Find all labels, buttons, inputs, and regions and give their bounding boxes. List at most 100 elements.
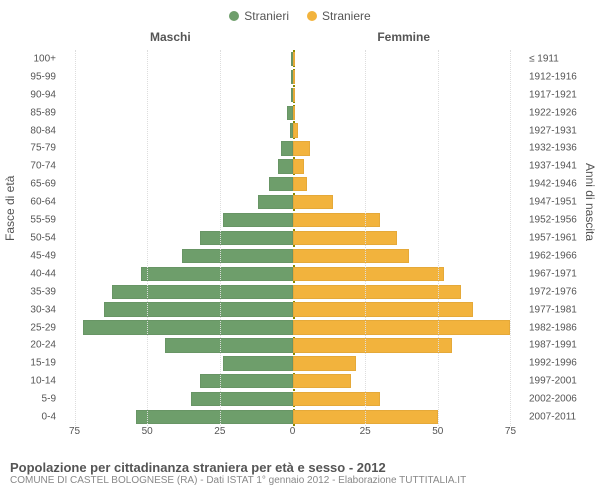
- legend-item-male: Stranieri: [229, 6, 289, 26]
- bar-male: [165, 338, 293, 352]
- pyramid-row: 90-941917-1921: [60, 86, 525, 104]
- pyramid-row: 75-791932-1936: [60, 140, 525, 158]
- caption-sub: COMUNE DI CASTEL BOLOGNESE (RA) - Dati I…: [10, 475, 590, 486]
- pyramid-row: 20-241987-1991: [60, 337, 525, 355]
- x-tick: 0: [290, 426, 296, 437]
- age-label: 85-89: [6, 107, 60, 118]
- x-tick: 25: [360, 426, 371, 437]
- bar-female: [293, 374, 351, 388]
- age-label: 65-69: [6, 179, 60, 190]
- age-label: 70-74: [6, 161, 60, 172]
- bar-female: [293, 302, 473, 316]
- pyramid-row: 25-291982-1986: [60, 319, 525, 337]
- legend: Stranieri Straniere: [0, 0, 600, 26]
- bar-female: [293, 356, 357, 370]
- col-title-male: Maschi: [150, 30, 191, 44]
- birth-year-label: 1947-1951: [525, 197, 593, 208]
- population-pyramid: Maschi Femmine Fasce di età Anni di nasc…: [0, 26, 600, 456]
- age-label: 10-14: [6, 376, 60, 387]
- pyramid-row: 0-42007-2011: [60, 408, 525, 426]
- age-label: 100+: [6, 53, 60, 64]
- age-label: 5-9: [6, 394, 60, 405]
- age-label: 0-4: [6, 412, 60, 423]
- birth-year-label: ≤ 1911: [525, 53, 593, 64]
- pyramid-row: 5-92002-2006: [60, 390, 525, 408]
- bar-female: [293, 249, 409, 263]
- x-ticks: 7550250255075: [60, 426, 525, 444]
- pyramid-row: 80-841927-1931: [60, 122, 525, 140]
- swatch-male: [229, 11, 239, 21]
- bar-female: [293, 159, 305, 173]
- age-label: 80-84: [6, 125, 60, 136]
- bar-male: [223, 356, 293, 370]
- pyramid-row: 15-191992-1996: [60, 354, 525, 372]
- bar-female: [293, 320, 511, 334]
- x-tick: 75: [69, 426, 80, 437]
- age-label: 60-64: [6, 197, 60, 208]
- legend-label-female: Straniere: [322, 9, 371, 23]
- swatch-female: [307, 11, 317, 21]
- pyramid-row: 45-491962-1966: [60, 247, 525, 265]
- pyramid-row: 60-641947-1951: [60, 193, 525, 211]
- birth-year-label: 2002-2006: [525, 394, 593, 405]
- bar-male: [191, 392, 293, 406]
- pyramid-row: 100+≤ 1911: [60, 50, 525, 68]
- age-label: 20-24: [6, 340, 60, 351]
- age-label: 15-19: [6, 358, 60, 369]
- pyramid-row: 85-891922-1926: [60, 104, 525, 122]
- age-label: 75-79: [6, 143, 60, 154]
- bar-male: [200, 374, 293, 388]
- pyramid-row: 95-991912-1916: [60, 68, 525, 86]
- bar-male: [83, 320, 292, 334]
- bar-female: [293, 213, 380, 227]
- bar-female: [293, 267, 444, 281]
- bar-female: [293, 285, 462, 299]
- age-label: 55-59: [6, 215, 60, 226]
- grid-line: [438, 50, 439, 426]
- birth-year-label: 1932-1936: [525, 143, 593, 154]
- plot-area: 100+≤ 191195-991912-191690-941917-192185…: [60, 50, 525, 426]
- birth-year-label: 1972-1976: [525, 286, 593, 297]
- age-label: 25-29: [6, 322, 60, 333]
- bar-female: [293, 106, 295, 120]
- birth-year-label: 2007-2011: [525, 412, 593, 423]
- bar-male: [200, 231, 293, 245]
- pyramid-row: 65-691942-1946: [60, 175, 525, 193]
- bar-male: [278, 159, 293, 173]
- age-label: 30-34: [6, 304, 60, 315]
- bar-male: [141, 267, 292, 281]
- pyramid-row: 10-141997-2001: [60, 372, 525, 390]
- bar-male: [112, 285, 292, 299]
- birth-year-label: 1997-2001: [525, 376, 593, 387]
- bar-male: [104, 302, 293, 316]
- grid-line: [75, 50, 76, 426]
- bar-female: [293, 195, 334, 209]
- bar-female: [293, 231, 398, 245]
- age-label: 50-54: [6, 233, 60, 244]
- grid-line: [510, 50, 511, 426]
- birth-year-label: 1917-1921: [525, 89, 593, 100]
- caption-title: Popolazione per cittadinanza straniera p…: [10, 460, 590, 475]
- bar-female: [293, 123, 299, 137]
- birth-year-label: 1987-1991: [525, 340, 593, 351]
- birth-year-label: 1957-1961: [525, 233, 593, 244]
- bar-male: [136, 410, 293, 424]
- bar-male: [269, 177, 292, 191]
- bar-female: [293, 338, 453, 352]
- birth-year-label: 1942-1946: [525, 179, 593, 190]
- birth-year-label: 1977-1981: [525, 304, 593, 315]
- legend-label-male: Stranieri: [244, 9, 289, 23]
- birth-year-label: 1967-1971: [525, 268, 593, 279]
- age-label: 90-94: [6, 89, 60, 100]
- bar-female: [293, 177, 308, 191]
- birth-year-label: 1952-1956: [525, 215, 593, 226]
- bar-male: [258, 195, 293, 209]
- x-tick: 25: [214, 426, 225, 437]
- grid-line: [365, 50, 366, 426]
- col-title-female: Femmine: [377, 30, 430, 44]
- bar-female: [293, 392, 380, 406]
- pyramid-row: 50-541957-1961: [60, 229, 525, 247]
- pyramid-row: 30-341977-1981: [60, 301, 525, 319]
- bar-male: [223, 213, 293, 227]
- x-tick: 75: [505, 426, 516, 437]
